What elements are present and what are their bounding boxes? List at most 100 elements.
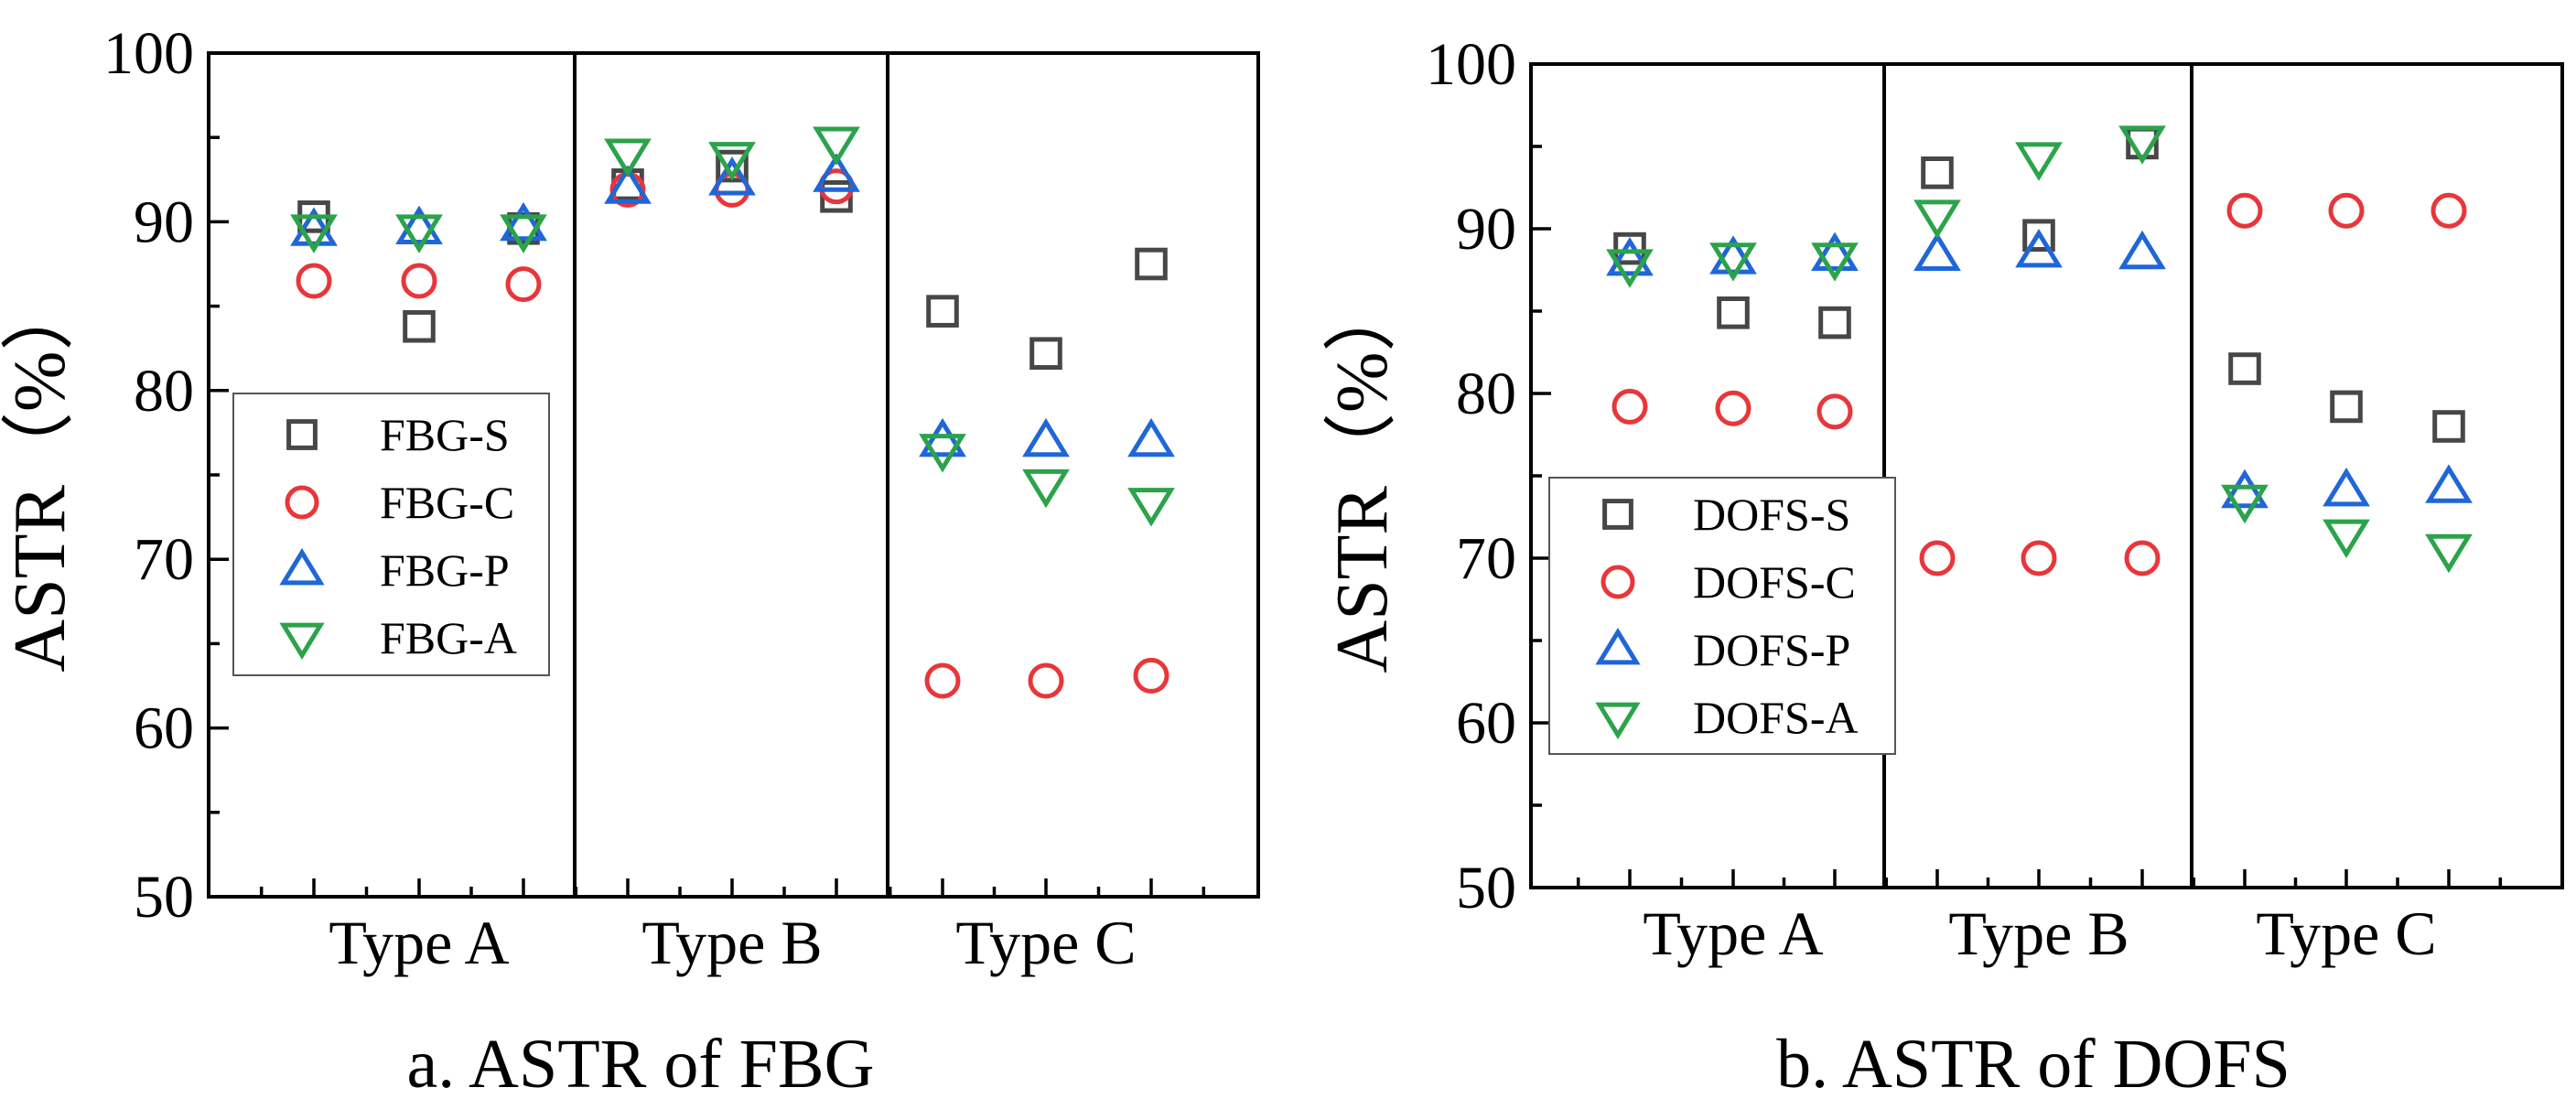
fbg-point-a-type-a-3 xyxy=(500,214,547,253)
fbg-point-p-type-c-2 xyxy=(1022,417,1070,458)
dofs-point-c-type-b-3 xyxy=(2124,540,2161,576)
dofs-y-tick-label: 70 xyxy=(1456,525,1516,592)
dofs-y-tick-label: 90 xyxy=(1456,196,1516,263)
dofs-legend-marker-c xyxy=(1601,565,1635,599)
dofs-y-tick-label: 50 xyxy=(1456,855,1516,921)
fbg-point-c-type-c-2 xyxy=(1028,662,1064,699)
dofs-point-s-type-a-2 xyxy=(1717,296,1750,329)
dofs-category-label-type-a: Type A xyxy=(1643,899,1823,968)
dofs-point-c-type-a-2 xyxy=(1715,390,1751,426)
dofs-point-a-type-b-3 xyxy=(2118,125,2166,165)
fbg-point-a-type-c-2 xyxy=(1022,468,1070,509)
dofs-point-p-type-b-2 xyxy=(2015,229,2063,268)
dofs-point-a-type-b-2 xyxy=(2015,142,2063,181)
dofs-point-a-type-b-1 xyxy=(1913,199,1961,239)
dofs-point-a-type-c-1 xyxy=(2221,484,2269,524)
fbg-point-p-type-a-3 xyxy=(500,201,547,242)
fbg-legend-label-a: FBG-A xyxy=(380,612,517,663)
fbg-legend-label-c: FBG-C xyxy=(380,477,514,528)
dofs-legend-marker-p xyxy=(1595,628,1641,665)
fbg-y-tick-label: 60 xyxy=(134,695,194,762)
fbg-point-a-type-c-3 xyxy=(1127,488,1175,527)
dofs-point-p-type-c-1 xyxy=(2221,468,2269,509)
dofs-point-c-type-b-1 xyxy=(1919,540,1956,576)
dofs-point-p-type-b-1 xyxy=(1913,232,1961,271)
dofs-point-p-type-c-3 xyxy=(2425,464,2473,503)
fbg-category-label-type-a: Type A xyxy=(329,908,509,977)
dofs-y-tick-label: 80 xyxy=(1456,361,1516,427)
dofs-point-a-type-c-2 xyxy=(2323,519,2370,558)
fbg-legend-marker-a xyxy=(279,622,325,660)
dofs-legend-label-p: DOFS-P xyxy=(1693,624,1850,675)
fbg-point-p-type-a-1 xyxy=(290,207,338,246)
dofs-point-p-type-a-1 xyxy=(1606,237,1654,276)
fbg-point-c-type-a-3 xyxy=(505,266,542,303)
dofs-legend-label-s: DOFS-S xyxy=(1693,489,1850,540)
dofs-y-axis-label: ASTR（%） xyxy=(1322,278,1403,673)
dofs-legend-label-a: DOFS-A xyxy=(1693,692,1859,743)
fbg-point-p-type-b-1 xyxy=(604,165,652,204)
dofs-point-s-type-c-2 xyxy=(2330,390,2363,424)
dofs-legend-label-c: DOFS-C xyxy=(1693,556,1856,608)
fbg-y-tick-label: 90 xyxy=(134,188,194,255)
dofs-point-p-type-b-3 xyxy=(2118,230,2166,270)
dofs-point-c-type-a-1 xyxy=(1611,388,1648,425)
fbg-point-p-type-c-3 xyxy=(1127,417,1175,458)
fbg-point-s-type-c-3 xyxy=(1135,247,1168,281)
dofs-point-a-type-a-3 xyxy=(1811,242,1859,282)
dofs-point-s-type-c-3 xyxy=(2432,410,2465,443)
dofs-legend-marker-s xyxy=(1602,499,1633,530)
fbg-caption: a. ASTR of FBG xyxy=(407,1026,875,1103)
fbg-y-tick-label: 50 xyxy=(134,864,194,931)
dofs-point-p-type-a-3 xyxy=(1811,232,1859,271)
fbg-legend-marker-s xyxy=(286,419,318,450)
dofs-point-s-type-b-2 xyxy=(2022,219,2055,252)
fbg-y-tick-label: 80 xyxy=(134,358,194,425)
fbg-y-tick-label: 100 xyxy=(103,20,194,87)
dofs-point-a-type-c-3 xyxy=(2425,533,2473,574)
fbg-point-p-type-c-1 xyxy=(919,417,966,458)
fbg-point-a-type-b-2 xyxy=(708,142,756,181)
dofs-point-p-type-c-2 xyxy=(2323,468,2370,507)
dofs-point-c-type-b-2 xyxy=(2021,540,2057,576)
fbg-point-c-type-a-1 xyxy=(296,263,332,299)
fbg-point-a-type-a-2 xyxy=(395,214,443,253)
fbg-point-a-type-a-1 xyxy=(290,214,338,253)
dofs-point-c-type-c-1 xyxy=(2226,192,2263,229)
fbg-legend-label-p: FBG-P xyxy=(380,544,510,596)
dofs-caption: b. ASTR of DOFS xyxy=(1776,1026,2290,1103)
dofs-plot-frame xyxy=(1529,62,2564,889)
dofs-point-s-type-b-1 xyxy=(1921,156,1954,189)
panel-fbg: 50 60 70 80 90 100 Type A Type B Type C ASTR（%） FB… xyxy=(0,20,1260,1103)
dofs-point-c-type-c-2 xyxy=(2328,192,2365,229)
fbg-category-label-type-b: Type B xyxy=(641,908,822,977)
fbg-point-a-type-c-1 xyxy=(919,434,966,473)
dofs-point-a-type-a-2 xyxy=(1709,242,1757,282)
fbg-point-p-type-b-3 xyxy=(813,153,860,192)
fbg-category-label-type-c: Type C xyxy=(955,908,1136,977)
fbg-point-s-type-c-2 xyxy=(1029,337,1062,371)
fbg-point-c-type-c-3 xyxy=(1133,657,1169,694)
dofs-category-label-type-b: Type B xyxy=(1948,899,2129,968)
fbg-point-c-type-c-1 xyxy=(924,662,961,699)
dofs-point-s-type-a-1 xyxy=(1613,232,1646,265)
fbg-legend-label-s: FBG-S xyxy=(380,409,510,460)
panel-dofs: 50 60 70 80 90 100 Type A Type B Type C ASTR（%） DO… xyxy=(1322,31,2564,1103)
fbg-point-p-type-b-2 xyxy=(708,156,756,196)
dofs-point-c-type-c-3 xyxy=(2430,192,2467,229)
dofs-point-p-type-a-2 xyxy=(1709,235,1757,275)
dofs-point-s-type-a-3 xyxy=(1818,306,1851,339)
dofs-legend-marker-a xyxy=(1595,702,1641,739)
dofs-point-c-type-a-3 xyxy=(1816,393,1853,430)
dofs-point-a-type-a-1 xyxy=(1606,249,1654,288)
fbg-point-s-type-c-1 xyxy=(926,295,959,328)
dofs-y-tick-label: 60 xyxy=(1456,690,1516,757)
fbg-point-s-type-a-2 xyxy=(403,309,436,343)
fbg-y-axis-label: ASTR（%） xyxy=(0,277,81,672)
fbg-y-tick-label: 70 xyxy=(134,526,194,593)
fbg-point-c-type-a-2 xyxy=(401,263,437,299)
dofs-point-s-type-c-1 xyxy=(2228,352,2261,385)
dofs-y-tick-label: 100 xyxy=(1426,31,1516,98)
fbg-point-a-type-b-3 xyxy=(813,126,860,166)
